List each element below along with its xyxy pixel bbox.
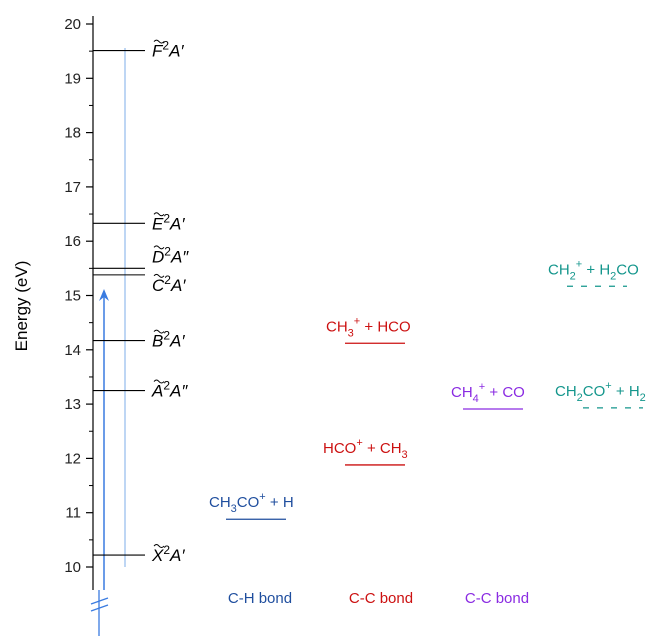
fragmentation-channels: CH3CO+ + H HCO+ + CH3 CH3+ + HCO CH4+ + CO C…: [209, 258, 646, 520]
channel-label: CH4+ + CO: [451, 381, 525, 405]
state-label: C2A′: [152, 273, 186, 295]
bond-type-label: C-H bond: [228, 590, 292, 607]
bond-type-label: C-C bond: [465, 590, 529, 607]
y-tick-label: 14: [64, 342, 81, 359]
state-label: F2A′: [152, 39, 184, 61]
tilde-mark: [153, 544, 165, 549]
state-label: X2A′: [151, 543, 185, 565]
channel-label: HCO+ + CH3: [323, 437, 408, 461]
y-tick-label: 17: [64, 179, 81, 196]
channel-label: CH2+ + H2CO: [548, 258, 639, 282]
y-axis-label: Energy (eV): [12, 261, 31, 352]
state-levels: X2A′ A2A″ B2A′ C2A′ D2A″ E2A′ F2A′: [93, 39, 189, 565]
y-tick-label: 11: [65, 505, 81, 522]
bond-labels: C-H bond C-C bond C-C bond: [228, 590, 529, 607]
state-label: E2A′: [152, 211, 185, 233]
y-axis-ticks: 10 11 12 13 14 15 16 17 18 19 20: [64, 16, 93, 576]
y-tick-label: 20: [64, 16, 81, 33]
y-tick-label: 19: [64, 70, 81, 87]
tilde-mark: [153, 245, 165, 250]
y-tick-label: 10: [64, 559, 81, 576]
state-label: D2A″: [152, 244, 189, 266]
channel-label: CH2CO+ + H2: [555, 380, 646, 404]
tilde-mark: [153, 329, 165, 334]
bond-type-label: C-C bond: [349, 590, 413, 607]
channel-label: CH3+ + HCO: [326, 315, 411, 339]
tilde-mark: [153, 379, 165, 384]
state-label: B2A′: [152, 329, 185, 351]
state-label: A2A″: [151, 379, 188, 401]
tilde-mark: [153, 273, 165, 278]
y-tick-label: 16: [64, 233, 81, 250]
excitation-arrow: [99, 289, 109, 590]
y-tick-label: 12: [64, 450, 81, 467]
axis-break-mark: [90, 590, 109, 636]
y-tick-label: 15: [64, 288, 81, 305]
y-tick-label: 13: [64, 396, 81, 413]
tilde-mark: [153, 39, 165, 44]
y-tick-label: 18: [64, 125, 81, 142]
channel-label: CH3CO+ + H: [209, 491, 294, 515]
tilde-mark: [153, 212, 165, 217]
